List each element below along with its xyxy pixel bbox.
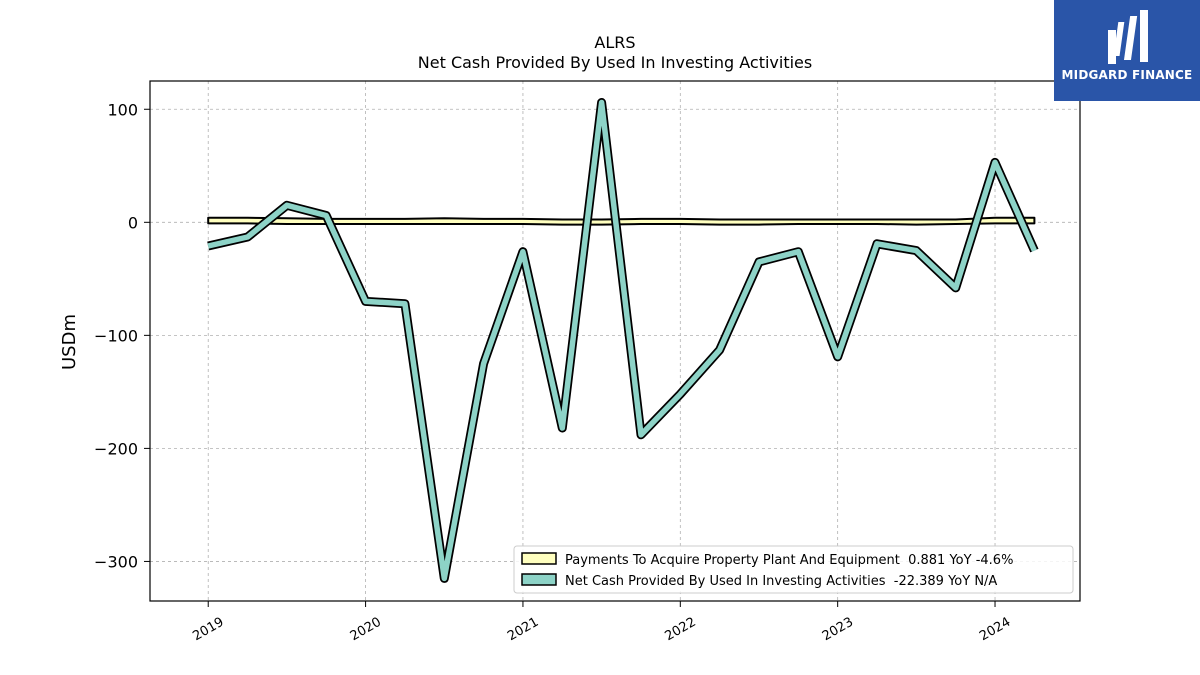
plot-series bbox=[207, 98, 1039, 583]
x-tick-label: 2019 bbox=[190, 615, 226, 645]
brand-logo: MIDGARD FINANCE bbox=[1054, 0, 1200, 101]
x-tick-label: 2021 bbox=[505, 615, 541, 645]
series-net-cash-outline bbox=[207, 98, 1039, 583]
y-tick-label: 0 bbox=[128, 213, 138, 232]
legend-swatch-net-cash bbox=[521, 573, 557, 586]
grid bbox=[150, 81, 1080, 601]
chart-subtitle: Net Cash Provided By Used In Investing A… bbox=[418, 53, 812, 72]
x-tick-label: 2024 bbox=[977, 615, 1013, 645]
legend-label-net-cash: Net Cash Provided By Used In Investing A… bbox=[565, 574, 997, 589]
y-tick-label: 100 bbox=[107, 100, 138, 119]
plot-frame bbox=[149, 80, 1081, 602]
y-tick-label: −300 bbox=[94, 552, 138, 571]
y-axis-label: USDm bbox=[59, 314, 80, 370]
y-tick-label: −100 bbox=[94, 326, 138, 345]
legend: Payments To Acquire Property Plant And E… bbox=[513, 545, 1074, 594]
legend-label-ppe: Payments To Acquire Property Plant And E… bbox=[565, 553, 1013, 568]
series-ppe-band bbox=[207, 216, 1036, 226]
y-tick-label: −200 bbox=[94, 439, 138, 458]
legend-box bbox=[513, 545, 1074, 594]
x-tick-label: 2023 bbox=[820, 615, 856, 645]
chart-title: ALRS bbox=[594, 33, 635, 52]
x-tick-label: 2020 bbox=[348, 615, 384, 645]
series-net-cash-line bbox=[207, 99, 1037, 582]
brand-name: MIDGARD FINANCE bbox=[1061, 68, 1193, 82]
x-tick-label: 2022 bbox=[662, 615, 698, 645]
logo-icon bbox=[1108, 10, 1148, 64]
legend-swatch-ppe bbox=[521, 552, 557, 565]
